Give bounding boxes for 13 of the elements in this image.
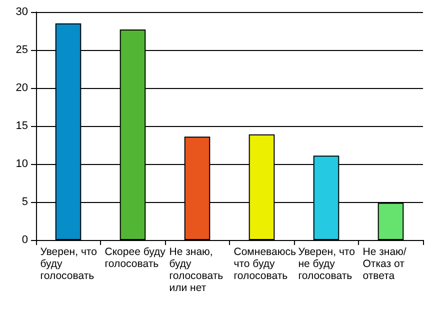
- x-tick-label: Сомневаюсь что буду голосовать: [234, 246, 296, 282]
- y-tick-label: 0: [22, 234, 28, 246]
- x-tick-label: Не знаю/ Отказ от ответа: [362, 246, 406, 282]
- y-tick-label: 15: [16, 120, 28, 132]
- x-tick-label: Скорее буду голосовать: [104, 246, 166, 270]
- x-tick-label: Уверен, что буду голосовать: [40, 246, 98, 282]
- y-tick-label: 5: [22, 196, 28, 208]
- x-tick-label: Уверен, что не буду голосовать: [298, 246, 356, 282]
- y-tick-label: 20: [16, 82, 28, 94]
- y-tick-label: 25: [16, 44, 28, 56]
- x-tick-label: Не знаю, буду голосовать или нет: [169, 246, 224, 294]
- y-tick-label: 10: [16, 158, 28, 170]
- y-tick-label: 30: [16, 6, 28, 18]
